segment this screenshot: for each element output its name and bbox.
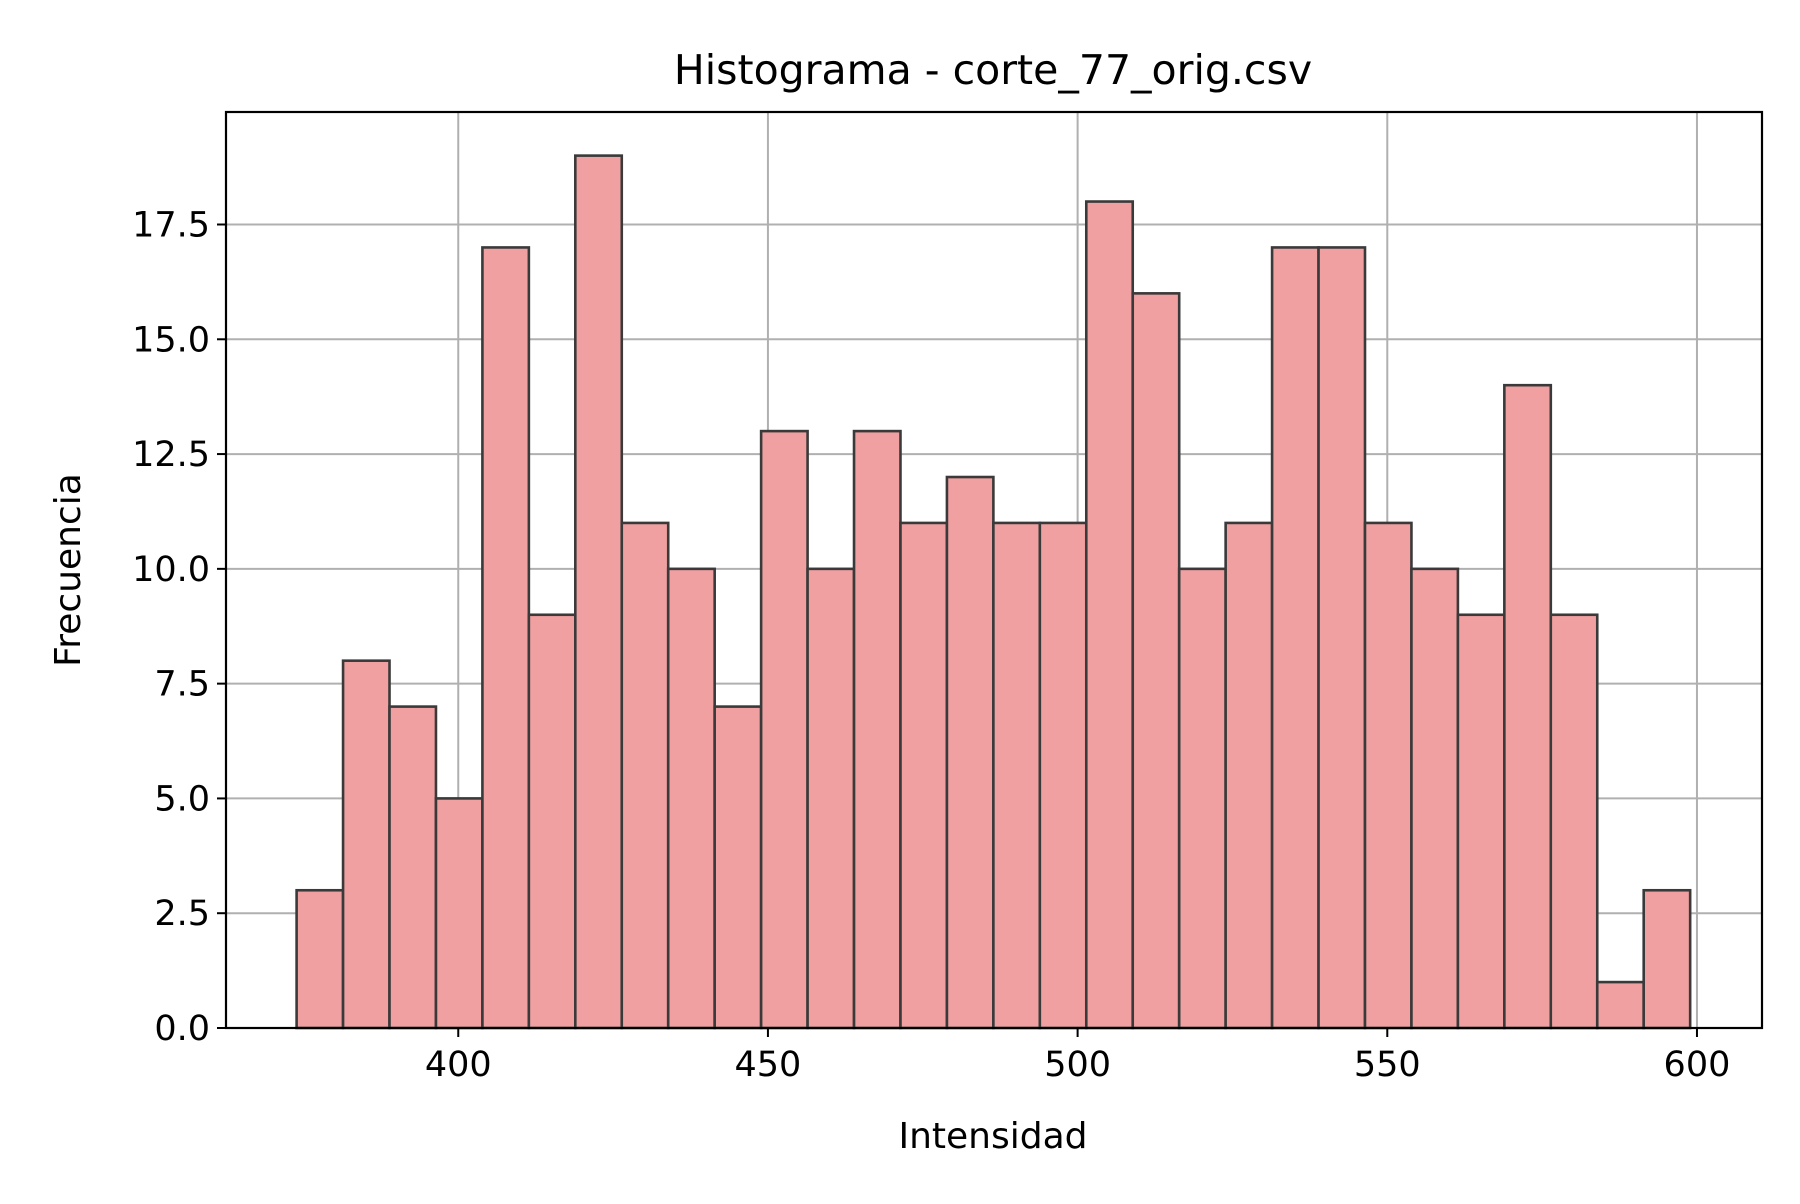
- histogram-bar: [388, 705, 438, 1030]
- y-axis-ticks: 0.0 2.5 5.0 7.5 10.0 12.5 15.0 17.5: [132, 205, 226, 1049]
- x-tick-label: 600: [1664, 1045, 1731, 1085]
- histogram-bar: [481, 246, 531, 1030]
- histogram-bar: [713, 705, 763, 1030]
- y-tick-label: 15.0: [132, 320, 210, 360]
- histogram-bar: [1410, 567, 1460, 1030]
- histogram-bar: [1177, 567, 1227, 1030]
- x-axis-label: Intensidad: [898, 1116, 1087, 1157]
- y-tick-label: 12.5: [132, 435, 210, 475]
- histogram-bar: [1131, 292, 1181, 1030]
- histogram-bar: [899, 521, 949, 1030]
- x-axis-ticks: 400 450 500 550 600: [425, 1028, 1731, 1085]
- histogram-bar: [1595, 980, 1646, 1030]
- histogram-bar: [806, 567, 856, 1030]
- histogram-bar: [574, 154, 624, 1030]
- x-tick-label: 400: [425, 1045, 492, 1085]
- y-tick-label: 17.5: [132, 205, 210, 245]
- y-axis-label: Frecuencia: [48, 473, 89, 667]
- y-tick-label: 2.5: [154, 894, 210, 934]
- x-tick-label: 450: [735, 1045, 802, 1085]
- histogram-bars: [295, 154, 1692, 1030]
- chart-title: Histograma - corte_77_orig.csv: [674, 46, 1312, 94]
- histogram-bar: [666, 567, 716, 1030]
- histogram-bar: [1549, 613, 1599, 1030]
- histogram-bar: [1084, 200, 1135, 1030]
- histogram-bar: [759, 429, 809, 1030]
- plot-area-frame: [224, 110, 1764, 1030]
- histogram-bar: [620, 521, 670, 1030]
- histogram-bar: [341, 659, 391, 1030]
- histogram-bar: [992, 521, 1042, 1030]
- histogram-bar: [1224, 521, 1274, 1030]
- histogram-bar: [852, 429, 902, 1030]
- histogram-bar: [434, 797, 484, 1030]
- histogram-bar: [1363, 521, 1413, 1030]
- histogram-bar: [1642, 888, 1692, 1030]
- histogram-bar: [295, 888, 345, 1030]
- histogram-bar: [945, 475, 995, 1030]
- histogram-bar: [1038, 521, 1088, 1030]
- y-tick-label: 0.0: [154, 1009, 210, 1049]
- histogram-bar: [1503, 383, 1553, 1030]
- x-tick-label: 500: [1044, 1045, 1111, 1085]
- histogram-bar: [1270, 246, 1320, 1030]
- y-tick-label: 5.0: [154, 779, 210, 819]
- histogram-bar: [1317, 246, 1367, 1030]
- y-tick-label: 10.0: [132, 550, 210, 590]
- x-tick-label: 550: [1354, 1045, 1421, 1085]
- histogram-bar: [527, 613, 577, 1030]
- histogram-bar: [1456, 613, 1506, 1030]
- y-tick-label: 7.5: [154, 665, 210, 705]
